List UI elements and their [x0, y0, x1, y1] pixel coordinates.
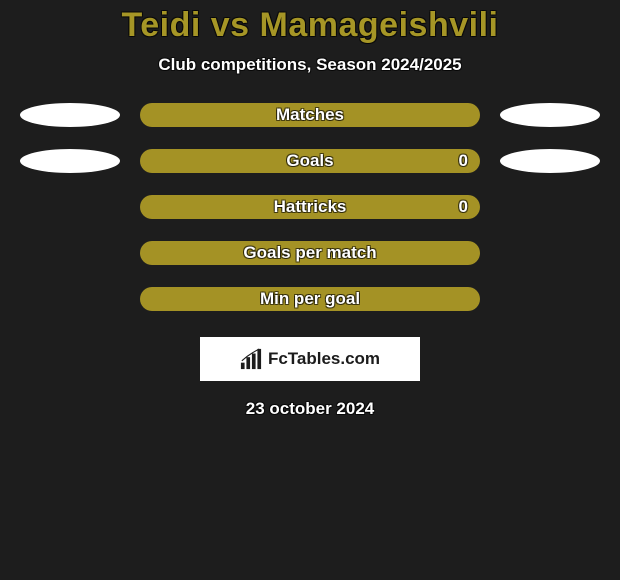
left-series-marker: [20, 149, 120, 173]
stat-row: Hattricks 0: [10, 195, 610, 219]
right-series-marker: [500, 103, 600, 127]
stat-bar: Matches: [140, 103, 480, 127]
stat-row: Goals 0: [10, 149, 610, 173]
logo-text: FcTables.com: [268, 349, 380, 369]
stat-bar: Hattricks 0: [140, 195, 480, 219]
stat-row: Min per goal: [10, 287, 610, 311]
stat-label: Goals per match: [243, 243, 376, 263]
right-series-marker: [500, 149, 600, 173]
stat-label: Goals: [286, 151, 333, 171]
stat-value-right: 0: [459, 151, 468, 171]
page-title: Teidi vs Mamageishvili: [0, 6, 620, 45]
stat-bar: Goals per match: [140, 241, 480, 265]
stat-label: Min per goal: [260, 289, 360, 309]
left-series-marker: [20, 103, 120, 127]
infographic-root: Teidi vs Mamageishvili Club competitions…: [0, 0, 620, 580]
stat-label: Hattricks: [274, 197, 347, 217]
stat-row: Goals per match: [10, 241, 610, 265]
logo-box: FcTables.com: [200, 337, 420, 381]
stat-rows: Matches Goals 0 Hattricks 0 Goals per match Mi…: [0, 103, 620, 311]
date-label: 23 october 2024: [0, 399, 620, 419]
stat-bar: Min per goal: [140, 287, 480, 311]
stat-row: Matches: [10, 103, 610, 127]
stat-bar: Goals 0: [140, 149, 480, 173]
fctables-logo-icon: [240, 348, 262, 370]
page-subtitle: Club competitions, Season 2024/2025: [0, 55, 620, 75]
bars-icon: [241, 349, 261, 369]
stat-value-right: 0: [459, 197, 468, 217]
stat-label: Matches: [276, 105, 344, 125]
